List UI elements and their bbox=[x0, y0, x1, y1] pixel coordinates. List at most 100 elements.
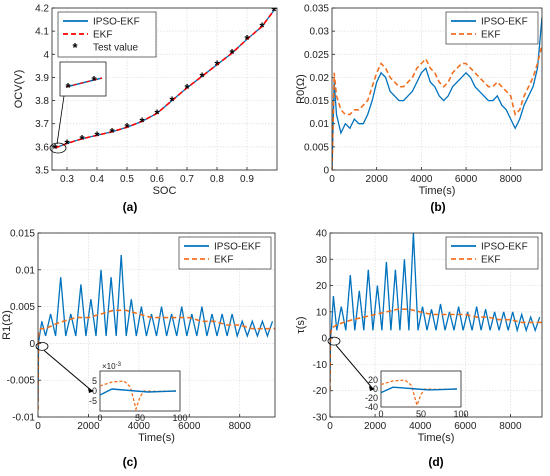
callout-ellipse bbox=[35, 341, 49, 351]
inset-series-ipso-ekf bbox=[380, 386, 458, 394]
legend-label: IPSO-EKF bbox=[481, 17, 528, 28]
test-value-point: * bbox=[199, 69, 205, 84]
legend-label: EKF bbox=[214, 255, 233, 266]
legend-label: IPSO-EKF bbox=[93, 17, 140, 28]
y-tick-label: 0 bbox=[323, 166, 329, 177]
callout-arrowhead bbox=[88, 388, 94, 393]
test-value-point: * bbox=[271, 3, 277, 18]
x-tick-label: 4000 bbox=[128, 421, 151, 432]
x-tick-label: 0.9 bbox=[240, 174, 254, 185]
legend-box bbox=[57, 11, 157, 58]
y-axis-label: R0(Ω) bbox=[295, 74, 307, 104]
inset-y-tick-label: 20 bbox=[368, 375, 378, 385]
axis-frame bbox=[329, 232, 543, 418]
y-tick-label: 0 bbox=[29, 339, 35, 350]
y-tick-label: -0.01 bbox=[12, 413, 35, 424]
legend-label: Test value bbox=[93, 43, 138, 54]
x-tick-label: 0.3 bbox=[60, 174, 74, 185]
y-tick-label: 0.01 bbox=[310, 119, 330, 130]
y-tick-label: 4.1 bbox=[35, 27, 49, 38]
series-line-ekf bbox=[54, 9, 275, 149]
panel-caption: (d) bbox=[428, 455, 443, 469]
x-tick-label: 2000 bbox=[77, 421, 100, 432]
inset-x-tick-label: 50 bbox=[135, 413, 145, 423]
x-tick-label: 2000 bbox=[364, 421, 387, 432]
series-group bbox=[38, 255, 275, 410]
callout-line bbox=[56, 95, 65, 145]
test-value-point: * bbox=[244, 32, 250, 47]
test-value-point: * bbox=[79, 132, 85, 147]
callout-arrow bbox=[43, 350, 93, 392]
inset-y-tick-label: -5 bbox=[89, 396, 97, 406]
y-tick-label: 40 bbox=[316, 229, 328, 240]
y-tick-label: 30 bbox=[316, 255, 328, 266]
y-tick-label: 4 bbox=[43, 50, 49, 61]
panel-c: 0 2000 4000 6000 8000-0.01-0.00500.0050.010.… bbox=[1, 229, 276, 469]
y-axis-label: τ(s) bbox=[295, 316, 307, 333]
axis-frame bbox=[51, 7, 278, 171]
x-tick-label: 8000 bbox=[499, 421, 522, 432]
legend-label: IPSO-EKF bbox=[214, 242, 261, 253]
inset-scale-label: ×10-3 bbox=[102, 362, 122, 371]
inset-x-tick-label: 0 bbox=[378, 409, 383, 419]
y-axis-label: R1(Ω) bbox=[1, 310, 13, 340]
inset-series-ekf bbox=[99, 380, 177, 412]
test-value-point: * bbox=[259, 20, 265, 35]
inset-series-ekf bbox=[65, 77, 103, 88]
x-tick-label: 4000 bbox=[409, 421, 432, 432]
y-tick-label: 3.9 bbox=[35, 73, 49, 84]
y-axis-label: OCV(V) bbox=[13, 70, 25, 109]
y-tick-label: -0.005 bbox=[7, 376, 36, 387]
y-tick-label: 0.035 bbox=[304, 4, 329, 15]
panel-a: 0.3 0.4 0.5 0.6 0.7 0.8 0.9 3.5 3.6 3.7 3.8 3.9 4 4.1… bbox=[13, 3, 278, 214]
x-tick-label: 0.4 bbox=[90, 174, 104, 185]
test-value-point: * bbox=[109, 125, 115, 140]
inset-test-point: * bbox=[65, 80, 71, 95]
legend-label: EKF bbox=[93, 30, 112, 41]
legend: IPSO-EKF EKF bbox=[445, 11, 539, 45]
x-tick-label: 2000 bbox=[366, 174, 389, 185]
test-value-point: * bbox=[124, 120, 130, 135]
test-value-point: * bbox=[214, 58, 220, 73]
legend: IPSO-EKF EKF * Test value bbox=[57, 11, 157, 58]
x-tick-label: 6000 bbox=[455, 174, 478, 185]
inset-y-tick-label: -40 bbox=[365, 402, 378, 412]
inset-y-tick-label: 0 bbox=[92, 386, 97, 396]
y-tick-label: 0.03 bbox=[310, 27, 330, 38]
callout-ellipse bbox=[49, 142, 67, 154]
legend-label: IPSO-EKF bbox=[481, 242, 528, 253]
panel-caption: (b) bbox=[430, 200, 445, 214]
x-tick-label: 0.7 bbox=[180, 174, 194, 185]
x-tick-label: 4000 bbox=[410, 174, 433, 185]
legend-box bbox=[178, 236, 272, 270]
panel-caption: (a) bbox=[123, 200, 138, 214]
legend: IPSO-EKF EKF bbox=[178, 236, 272, 270]
axis-frame bbox=[331, 7, 543, 171]
y-tick-label: 0.015 bbox=[304, 96, 329, 107]
y-tick-label: -10 bbox=[313, 360, 328, 371]
x-axis-label: Time(s) bbox=[419, 185, 456, 197]
y-tick-label: 0.005 bbox=[304, 142, 329, 153]
x-tick-label: 6000 bbox=[178, 421, 201, 432]
inset-x-tick-label: 100 bbox=[453, 409, 468, 419]
y-tick-label: 0.01 bbox=[16, 265, 36, 276]
test-value-point: * bbox=[64, 136, 70, 151]
y-tick-label: 10 bbox=[316, 307, 328, 318]
panel-b: 0 2000 4000 6000 8000 0 0.005 0.01 0.015 0.02 0.02… bbox=[295, 4, 543, 214]
series-line-ekf bbox=[332, 44, 542, 170]
inset-series-ipso-ekf bbox=[99, 388, 177, 396]
panel-caption: (c) bbox=[123, 455, 138, 469]
legend-marker: * bbox=[72, 40, 78, 55]
series-line-ipso-ekf bbox=[332, 17, 542, 170]
series-group bbox=[330, 233, 542, 391]
x-tick-label: 0.5 bbox=[120, 174, 134, 185]
y-tick-label: 3.6 bbox=[35, 142, 49, 153]
series-line-ipso-ekf bbox=[38, 255, 274, 403]
callout-arrow bbox=[335, 344, 374, 390]
inset-y-tick-label: -20 bbox=[365, 393, 378, 403]
y-tick-label: 0.02 bbox=[310, 73, 330, 84]
callout-arrowhead bbox=[369, 386, 375, 391]
x-tick-label: 0 bbox=[35, 421, 41, 432]
x-tick-label: 8000 bbox=[500, 174, 523, 185]
